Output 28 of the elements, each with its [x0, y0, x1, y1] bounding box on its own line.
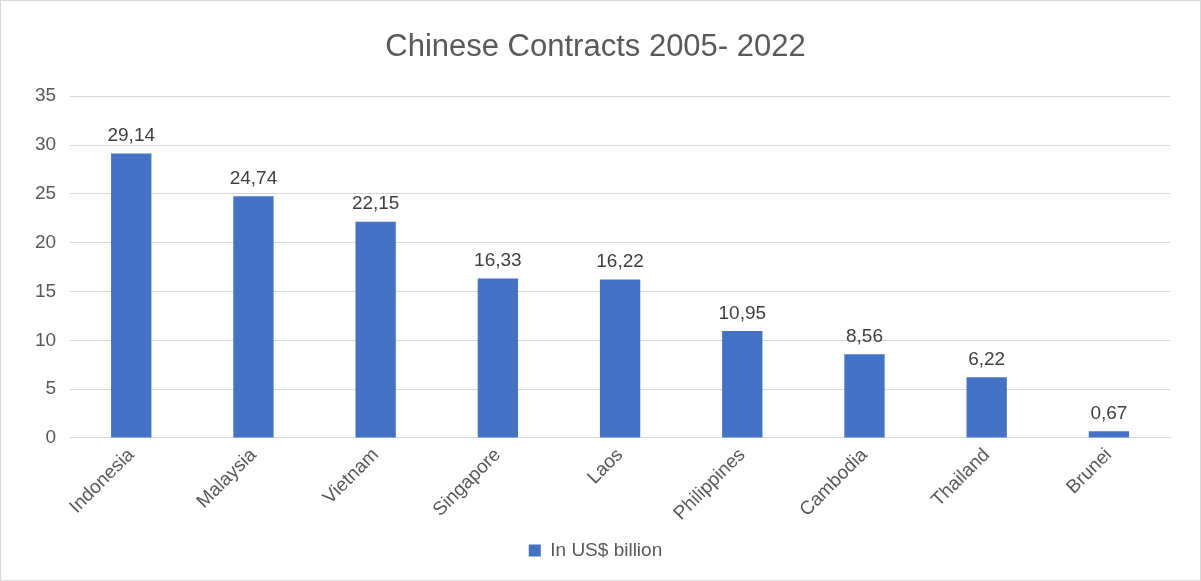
data-label: 0,67 — [1090, 402, 1128, 424]
legend-label: In US$ billion — [550, 538, 663, 560]
data-label: 8,56 — [845, 325, 883, 347]
y-tick-label: 35 — [34, 84, 57, 106]
bar — [477, 278, 519, 438]
y-tick-label: 5 — [45, 377, 57, 399]
y-tick-label: 25 — [34, 182, 57, 204]
bar — [966, 377, 1007, 438]
data-label: 22,15 — [351, 192, 400, 214]
chart-title: Chinese Contracts 2005- 2022 — [385, 28, 806, 64]
data-label: 6,22 — [968, 347, 1006, 369]
data-label: 10,95 — [718, 301, 767, 323]
data-label: 29,14 — [107, 124, 156, 146]
y-tick-label: 20 — [34, 230, 57, 252]
bar — [355, 221, 396, 438]
bar — [599, 279, 641, 438]
y-tick-label: 10 — [34, 328, 57, 350]
data-label: 16,33 — [474, 249, 522, 271]
bar — [233, 196, 274, 438]
bar — [111, 153, 152, 438]
y-tick-label: 0 — [45, 426, 57, 448]
data-label: 16,22 — [596, 250, 644, 272]
y-tick-label: 15 — [34, 279, 57, 301]
y-tick-label: 30 — [34, 133, 57, 155]
bar — [722, 331, 763, 438]
bar — [844, 354, 885, 438]
bar — [1088, 431, 1130, 438]
data-label: 24,74 — [229, 167, 278, 189]
